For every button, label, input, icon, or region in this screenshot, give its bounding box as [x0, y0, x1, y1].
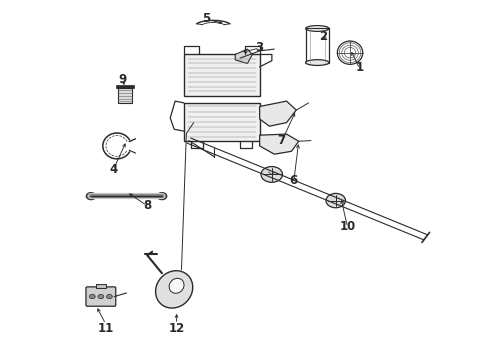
Circle shape	[261, 167, 283, 182]
Text: 7: 7	[277, 134, 286, 147]
Text: 6: 6	[290, 174, 298, 186]
Text: 3: 3	[256, 41, 264, 54]
Circle shape	[326, 193, 345, 208]
Polygon shape	[235, 49, 252, 63]
FancyBboxPatch shape	[184, 103, 260, 140]
Text: 11: 11	[98, 322, 114, 335]
Ellipse shape	[306, 60, 329, 66]
FancyBboxPatch shape	[86, 287, 116, 306]
Circle shape	[86, 193, 96, 200]
Bar	[96, 284, 106, 288]
Ellipse shape	[155, 271, 193, 308]
Text: 12: 12	[169, 322, 185, 335]
Circle shape	[89, 294, 95, 299]
Circle shape	[98, 294, 104, 299]
Text: 4: 4	[109, 163, 117, 176]
Polygon shape	[260, 134, 299, 154]
Text: 2: 2	[319, 30, 327, 43]
FancyBboxPatch shape	[184, 54, 260, 96]
Circle shape	[157, 193, 167, 200]
Polygon shape	[260, 101, 296, 126]
Ellipse shape	[169, 278, 184, 293]
Text: 9: 9	[119, 73, 127, 86]
Bar	[119, 88, 132, 103]
Bar	[117, 85, 134, 88]
Text: 5: 5	[202, 12, 210, 25]
Text: 8: 8	[143, 199, 151, 212]
Bar	[306, 28, 329, 63]
Circle shape	[106, 294, 112, 299]
Text: 1: 1	[356, 60, 364, 73]
Text: 10: 10	[340, 220, 356, 233]
